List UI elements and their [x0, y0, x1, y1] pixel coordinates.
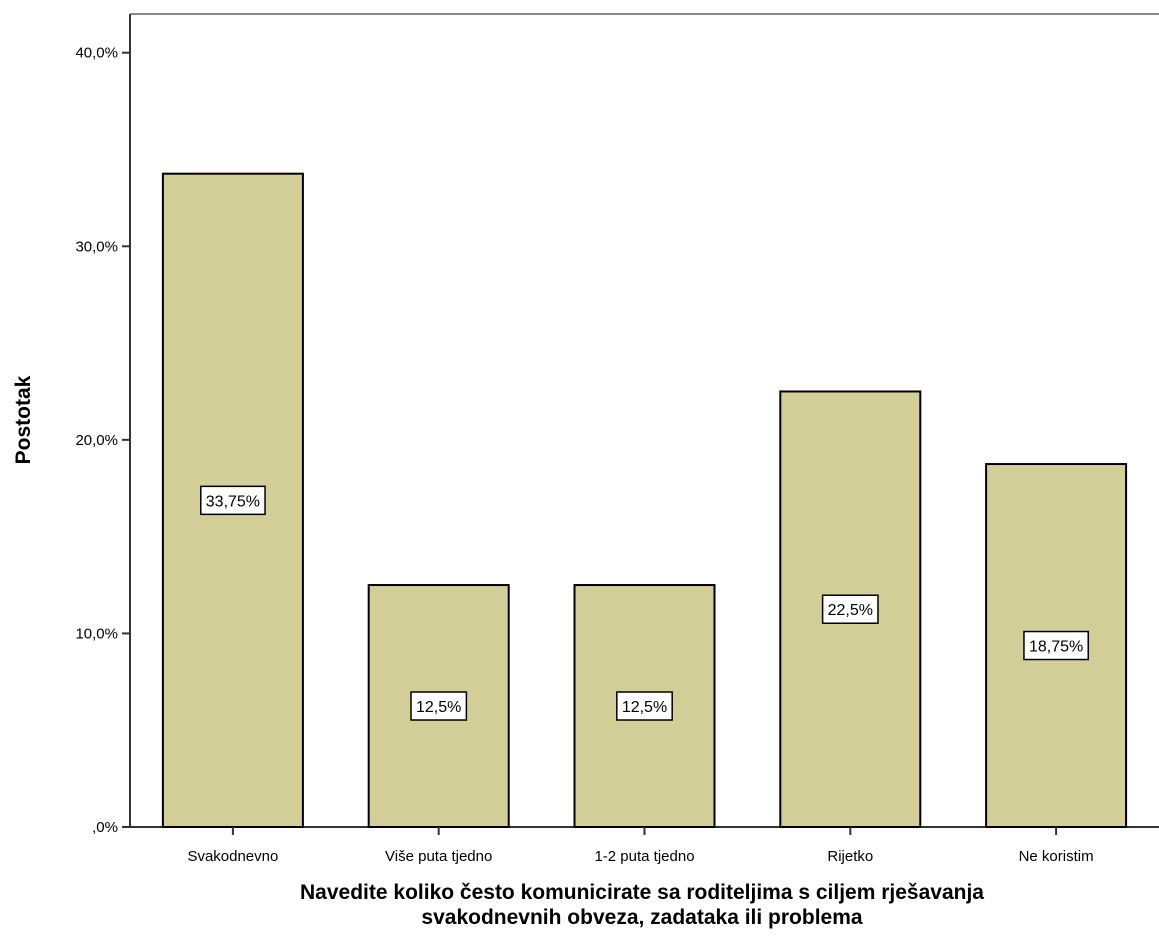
x-tick-label: Ne koristim [1019, 848, 1094, 865]
data-label-box [410, 691, 468, 721]
x-tick-label: 1-2 puta tjedno [594, 848, 694, 865]
data-label-box [821, 594, 879, 624]
x-axis-title-line-2: svakodnevnih obveza, zadataka ili proble… [421, 906, 862, 929]
data-label-text: 18,75% [1029, 639, 1083, 656]
data-label-box [200, 485, 266, 516]
y-tick-label: 30,0% [75, 238, 118, 255]
y-axis-title: Postotak [12, 375, 35, 464]
data-label: 18,75% [1023, 630, 1089, 661]
y-tick-label: ,0% [92, 819, 118, 836]
data-label: 12,5% [616, 691, 673, 721]
x-axis-title-line-1: Navedite koliko često komunicirate sa ro… [300, 881, 984, 904]
bars [161, 172, 1128, 829]
data-label: 12,5% [410, 691, 468, 721]
y-tick-label: 10,0% [75, 625, 118, 642]
data-label-box [616, 691, 673, 721]
data-label-text: 33,75% [206, 493, 260, 510]
x-axis: Svakodnevno Više puta tjedno 1-2 puta tjed… [187, 827, 1094, 865]
y-axis: ,0% 10,0% 20,0% 30,0% 40,0% [75, 45, 130, 836]
data-label-box [1023, 630, 1089, 661]
y-tick-label: 40,0% [75, 45, 118, 62]
x-tick-label: Više puta tjedno [385, 848, 492, 865]
data-label: 33,75% [200, 485, 266, 516]
y-tick-label: 20,0% [75, 432, 118, 449]
data-labels: 33,75% 12,5% 12,5% 22,5% 18,75% [200, 485, 1089, 721]
data-label: 22,5% [821, 594, 879, 624]
x-tick-label: Rijetko [827, 848, 873, 865]
data-label-text: 22,5% [828, 602, 873, 619]
data-label-text: 12,5% [622, 699, 667, 716]
x-tick-label: Svakodnevno [187, 848, 278, 865]
data-label-text: 12,5% [416, 699, 461, 716]
